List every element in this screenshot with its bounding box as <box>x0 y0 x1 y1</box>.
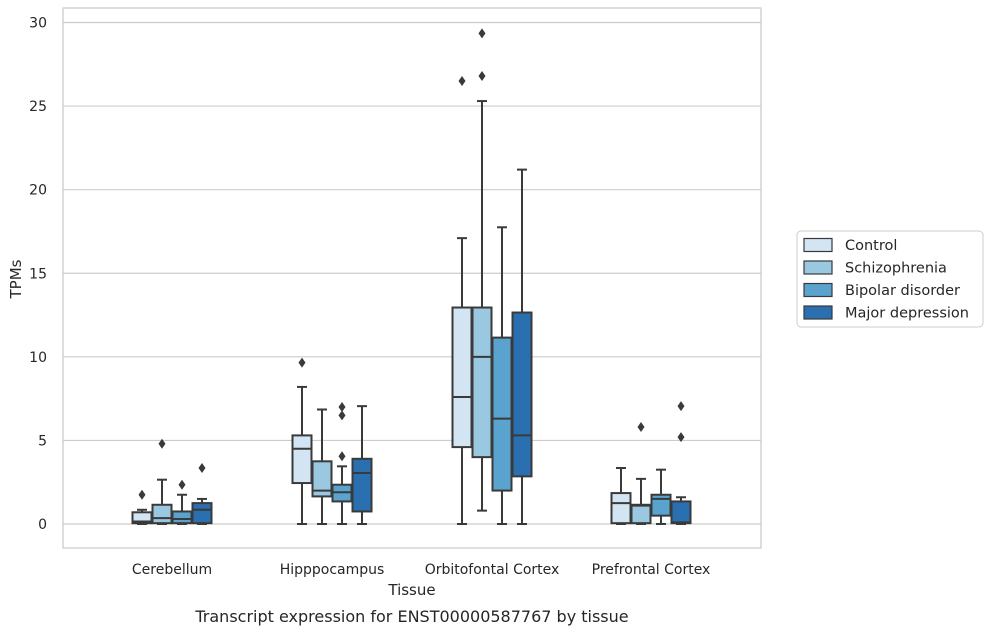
box-iqr <box>291 434 313 485</box>
box-iqr <box>491 336 513 492</box>
box-group <box>451 76 473 525</box>
y-tick-label: 0 <box>38 517 47 533</box>
outlier-point <box>138 489 146 500</box>
box-iqr <box>151 503 173 525</box>
box-iqr <box>610 492 632 525</box>
y-tick-label: 30 <box>29 16 47 32</box>
box-group <box>471 28 493 512</box>
box-iqr <box>171 510 193 525</box>
outlier-point <box>458 76 466 87</box>
chart-caption: Transcript expression for ENST0000058776… <box>194 607 628 626</box>
box-group <box>650 468 672 525</box>
gridlines <box>63 21 761 525</box>
box-group <box>291 357 313 525</box>
box-group <box>151 438 173 525</box>
legend: Control Schizophrenia Bipolar disorder Majo… <box>796 230 984 328</box>
legend-swatch <box>803 237 833 253</box>
outlier-point <box>338 451 346 462</box>
legend-swatch <box>803 282 833 298</box>
box-iqr <box>650 493 672 517</box>
legend-frame <box>796 230 984 328</box>
outlier-point <box>198 462 206 473</box>
outlier-point <box>338 401 346 412</box>
y-tick-label: 25 <box>29 99 47 115</box>
outlier-point <box>478 28 486 39</box>
legend-label: Major depression <box>845 306 969 322</box>
x-tick-label: Orbitofontal Cortex <box>425 562 560 578</box>
y-axis-label: TPMs <box>7 259 25 299</box>
x-axis-ticks: Cerebellum Hipppocampus Orbitofontal Corte… <box>132 562 710 578</box>
outlier-point <box>677 401 685 412</box>
outlier-point <box>178 479 186 490</box>
box-iqr <box>630 503 652 525</box>
box-group <box>311 408 333 525</box>
legend-label: Bipolar disorder <box>845 283 960 299</box>
legend-swatch <box>803 260 833 275</box>
box-iqr <box>191 502 213 525</box>
box-iqr <box>511 311 533 478</box>
x-tick-label: Prefrontal Cortex <box>592 562 711 578</box>
y-tick-label: 20 <box>29 183 47 199</box>
box-group <box>610 466 632 525</box>
y-tick-label: 15 <box>29 266 47 282</box>
y-axis-ticks: 0 5 10 15 20 25 30 <box>29 16 47 534</box>
plot-frame <box>62 7 762 549</box>
box-group <box>351 405 373 525</box>
outlier-point <box>338 410 346 421</box>
box-group <box>331 401 353 525</box>
outlier-point <box>677 432 685 443</box>
outlier-point <box>158 438 166 449</box>
x-tick-label: Cerebellum <box>132 562 212 578</box>
box-iqr <box>670 500 692 525</box>
boxes <box>131 28 692 525</box>
box-group <box>131 489 153 525</box>
box-group <box>171 479 193 525</box>
y-tick-label: 5 <box>38 433 47 449</box>
box-iqr <box>351 457 373 513</box>
box-group <box>511 168 533 525</box>
x-tick-label: Hipppocampus <box>280 562 385 578</box>
box-group <box>670 401 692 525</box>
box-group <box>491 226 513 525</box>
box-group <box>191 462 213 525</box>
outlier-point <box>298 357 306 368</box>
outlier-point <box>637 422 645 433</box>
outlier-point <box>478 70 486 81</box>
legend-swatch <box>803 305 833 320</box>
legend-label: Schizophrenia <box>845 261 947 277</box>
x-axis-label: Tissue <box>387 581 435 599</box>
box-group <box>630 422 652 525</box>
box-iqr <box>451 306 473 449</box>
box-iqr <box>471 306 493 459</box>
legend-label: Control <box>845 238 897 254</box>
box-iqr <box>311 460 333 498</box>
y-tick-label: 10 <box>29 350 47 366</box>
